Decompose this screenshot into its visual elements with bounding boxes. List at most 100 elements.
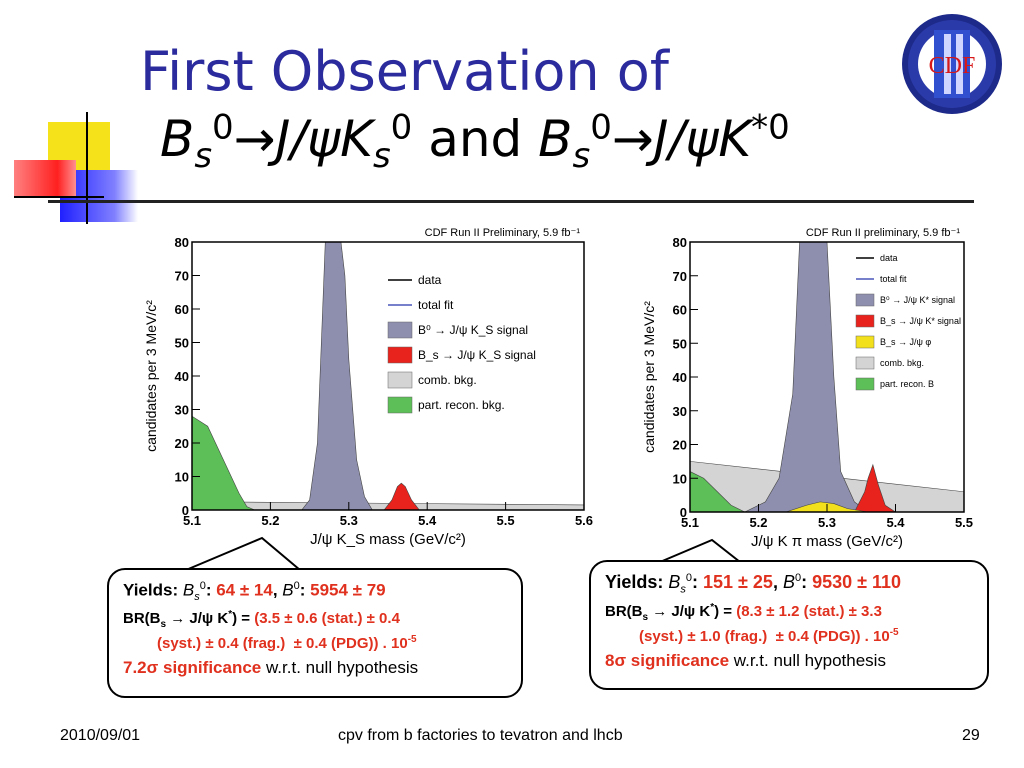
bs-symbol-2: B (538, 110, 573, 168)
ks-subscript: s (372, 136, 391, 176)
bs-superscript-2: 0 (590, 107, 612, 148)
br-mid: → J/ψ K (648, 602, 711, 620)
cdf-logo-text: CDF (929, 53, 976, 79)
right-ytick-label-1: 10 (673, 471, 687, 486)
br-exp: -5 (889, 626, 899, 638)
footer-date: 2010/09/01 (60, 727, 141, 744)
br-eq: ) = (714, 602, 737, 620)
plot-right: CDF Run II preliminary, 5.9 fb⁻¹ 0 10 20 30 4… (628, 222, 978, 562)
left-ytick-label-5: 50 (175, 336, 189, 351)
right-ytick-label-6: 60 (673, 303, 687, 318)
left-legend-swatch-4 (387, 371, 413, 389)
plot-left: CDF Run II Preliminary, 5.9 fb⁻¹ 0 10 20 30 4… (130, 222, 600, 562)
jpsi-kstar: J/ψK (653, 110, 752, 168)
callout-right: Yields: Bs0: 151 ± 25, B0: 9530 ± 110 BR… (589, 560, 989, 690)
deco-red-square (14, 160, 76, 198)
deco-horizontal-line (14, 196, 104, 198)
title-divider (48, 200, 974, 203)
bs-sup: 0 (199, 580, 206, 592)
arrow-1: → (233, 110, 276, 168)
right-series-4 (690, 471, 745, 512)
significance-value: 8σ significance (605, 650, 730, 670)
arrow-2: → (611, 110, 654, 168)
left-ytick-label-6: 60 (175, 302, 189, 317)
left-series-2 (383, 482, 420, 510)
and-word: and (412, 110, 539, 168)
left-ytick-label-2: 20 (175, 436, 189, 451)
yields-line-left: Yields: Bs0: 64 ± 14, B0: 5954 ± 79 (123, 580, 507, 603)
bs-symbol: B (160, 110, 195, 168)
br-sub: s (160, 619, 167, 631)
br-label: BR(B (605, 602, 643, 620)
yields-label: Yields: (605, 572, 669, 592)
left-ytick-label-1: 10 (175, 470, 189, 485)
left-legend-label-1: total fit (418, 298, 454, 312)
br-value-1: (8.3 ± 1.2 (stat.) ± 3.3 (736, 602, 882, 620)
left-ylabel: candidates per 3 MeV/c² (143, 300, 159, 452)
right-plot-area (690, 242, 964, 512)
left-legend-swatch-5 (387, 396, 413, 414)
right-xtick-label-2: 5.3 (818, 515, 836, 530)
left-plot-area (192, 242, 584, 510)
left-legend-label-4: comb. bkg. (418, 373, 477, 387)
right-legend-swatch-3 (855, 314, 875, 328)
slide-subtitle-decays: Bs0→J/ψKs0 and Bs0→J/ψK*0 (160, 107, 790, 173)
right-legend-label-1: total fit (880, 274, 907, 284)
cdf-logo-graphic: CDF (902, 14, 1002, 114)
cdf-logo: CDF (900, 12, 1004, 116)
right-legend-swatch-4 (855, 335, 875, 349)
b0-sym: B (282, 580, 294, 600)
right-legend-swatch-5 (855, 356, 875, 370)
br-eq: ) = (232, 610, 255, 628)
right-ytick-label-3: 30 (673, 404, 687, 419)
right-legend-label-3: B_s → J/ψ K* signal (880, 316, 961, 326)
left-legend-label-2: B⁰ → J/ψ K_S signal (418, 323, 528, 337)
right-legend-swatch-2 (855, 293, 875, 307)
right-ytick-label-5: 50 (673, 336, 687, 351)
right-legend-label-0: data (880, 253, 898, 263)
br-exp: -5 (407, 634, 417, 646)
b0-yield: 5954 ± 79 (310, 580, 386, 600)
colon: : (692, 572, 703, 592)
colon-2: : (801, 572, 813, 592)
left-xtick-label-5: 5.6 (575, 513, 593, 528)
callout-left: Yields: Bs0: 64 ± 14, B0: 5954 ± 79 BR(B… (107, 568, 523, 698)
right-legend-label-2: B⁰ → J/ψ K* signal (880, 295, 955, 305)
br-sup: * (710, 601, 715, 613)
yields-label: Yields: (123, 580, 183, 600)
left-ytick-label-4: 40 (175, 369, 189, 384)
right-xlabel: J/ψ K π mass (GeV/c²) (751, 533, 903, 550)
br-line2-left: (syst.) ± 0.4 (frag.) ± 0.4 (PDG)) . 10-… (123, 634, 507, 652)
sig-line-left: 7.2σ significance w.r.t. null hypothesis (123, 658, 507, 678)
bs-superscript: 0 (212, 107, 234, 148)
right-ytick-label-2: 20 (673, 438, 687, 453)
colon-2: : (299, 580, 311, 600)
significance-rest: w.r.t. null hypothesis (261, 658, 419, 678)
bs-sub: s (680, 583, 686, 596)
right-ytick-label-4: 40 (673, 370, 687, 385)
left-xtick-label-3: 5.4 (418, 513, 437, 528)
left-chart-title: CDF Run II Preliminary, 5.9 fb⁻¹ (425, 227, 581, 239)
sep: , (772, 572, 783, 592)
right-legend-label-4: B_s → J/ψ φ (880, 337, 931, 347)
left-xtick-label-0: 5.1 (183, 513, 201, 528)
right-ylabel: candidates per 3 MeV/c² (641, 301, 657, 453)
significance-rest: w.r.t. null hypothesis (729, 650, 886, 670)
left-xtick-label-4: 5.5 (497, 513, 515, 528)
left-ytick-label-8: 80 (175, 235, 189, 250)
left-legend-swatch-3 (387, 346, 413, 364)
left-xtick-label-2: 5.3 (340, 513, 358, 528)
b0-sym: B (782, 572, 795, 592)
right-series-2 (854, 463, 897, 512)
br-line-left: BR(Bs → J/ψ K*) = (3.5 ± 0.6 (stat.) ± 0… (123, 609, 507, 630)
right-ytick-label-0: 0 (680, 505, 687, 520)
br-value-2: (syst.) ± 0.4 (frag.) ± 0.4 (PDG)) . 10 (157, 635, 408, 653)
bs-sup: 0 (685, 572, 692, 584)
kstar-superscript: *0 (751, 107, 790, 148)
left-legend-label-5: part. recon. bkg. (418, 398, 505, 412)
br-label: BR(B (123, 610, 161, 628)
right-xtick-label-0: 5.1 (681, 515, 699, 530)
ks-superscript: 0 (390, 107, 413, 148)
colon: : (205, 580, 217, 600)
bs-sym: B (182, 580, 195, 600)
